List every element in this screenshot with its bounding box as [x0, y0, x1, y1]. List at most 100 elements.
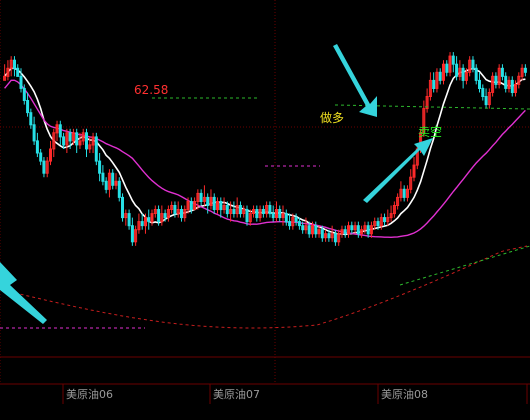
candle-up [442, 63, 445, 81]
candle-up [193, 201, 197, 211]
candle-down [307, 225, 311, 235]
candle-up [91, 136, 95, 146]
candle-down [147, 217, 151, 223]
candle-down [504, 75, 508, 89]
candle-up [347, 225, 350, 235]
candle-down [343, 229, 347, 235]
candle-down [157, 209, 161, 223]
arrow-buy [333, 44, 377, 117]
candle-up [464, 71, 468, 81]
candle-down [402, 188, 406, 198]
candle-up [435, 71, 439, 89]
candle-up [379, 217, 383, 227]
candle-down [314, 225, 318, 235]
sell-signal-label: 卖空 [418, 125, 442, 139]
candle-up [202, 196, 206, 202]
candle-up [153, 209, 157, 214]
candle-down [320, 229, 324, 239]
candle-down [510, 79, 514, 94]
candle-up [317, 229, 321, 235]
candle-down [199, 192, 203, 202]
candle-up [160, 213, 164, 223]
candle-down [376, 221, 380, 227]
candle-down [58, 124, 62, 138]
candle-down [494, 75, 498, 85]
candle-up [242, 209, 246, 214]
candle-up [353, 225, 357, 231]
candle-down [35, 140, 39, 154]
candle-down [101, 172, 105, 182]
arrow-sell [363, 138, 433, 203]
candle-up [216, 201, 219, 211]
candle-down [350, 225, 354, 231]
candle-down [22, 87, 26, 102]
candle-down [42, 160, 46, 174]
candle-up [360, 229, 364, 235]
candle-up [468, 59, 472, 73]
candle-down [471, 59, 475, 69]
candle-up [78, 140, 82, 146]
candle-down [180, 209, 183, 219]
candle-up [458, 67, 462, 77]
candle-up [425, 96, 429, 110]
candle-down [16, 67, 20, 77]
candle-down [333, 233, 337, 243]
candle-up [176, 209, 180, 214]
candle-down [111, 172, 115, 186]
candle-down [94, 136, 98, 162]
candle-down [29, 112, 33, 126]
candle-up [229, 209, 233, 214]
candle-down [75, 132, 79, 146]
candle-down [212, 196, 216, 210]
candle-down [327, 233, 331, 239]
candle-down [13, 59, 16, 69]
candle-down [478, 79, 481, 90]
candle-down [366, 225, 370, 235]
candle-down [32, 124, 36, 142]
candle-up [396, 196, 400, 206]
candle-down [461, 67, 465, 81]
candle-down [173, 205, 177, 215]
candle-down [85, 132, 88, 150]
ma-red-dashed-line [2, 245, 528, 329]
candle-up [491, 75, 495, 93]
candle-up [81, 132, 85, 142]
candle-down [438, 71, 442, 81]
candle-up [409, 176, 413, 190]
candle-down [238, 205, 242, 215]
candle-down [127, 213, 131, 227]
candle-down [245, 209, 249, 223]
month-label: 美原油07 [213, 387, 260, 401]
x-axis: 美原油06 美原油07 美原油08 [66, 387, 428, 401]
month-label: 美原油06 [66, 387, 113, 401]
candle-down [301, 225, 305, 231]
candle-down [225, 205, 229, 215]
candle-down [163, 213, 167, 219]
candle-up [304, 225, 308, 231]
candle-down [356, 225, 360, 235]
candle-up [65, 132, 69, 146]
candle-up [49, 148, 52, 162]
candle-up [235, 205, 239, 215]
candle-up [291, 217, 295, 227]
candle-up [209, 196, 213, 206]
candle-down [284, 213, 288, 223]
candle-down [484, 96, 488, 106]
candle-up [55, 124, 59, 134]
candle-up [248, 213, 252, 223]
candle-down [130, 225, 134, 243]
candle-up [107, 172, 111, 190]
trend-line-green [399, 245, 530, 286]
candle-up [507, 79, 511, 90]
grid-lines [0, 0, 530, 404]
candle-up [330, 233, 334, 239]
candle-down [474, 67, 478, 81]
candle-up [369, 225, 373, 235]
candle-up [422, 108, 426, 134]
candle-down [297, 221, 301, 227]
candle-down [140, 221, 144, 227]
candle-up [448, 55, 452, 73]
candle-up [71, 132, 75, 142]
